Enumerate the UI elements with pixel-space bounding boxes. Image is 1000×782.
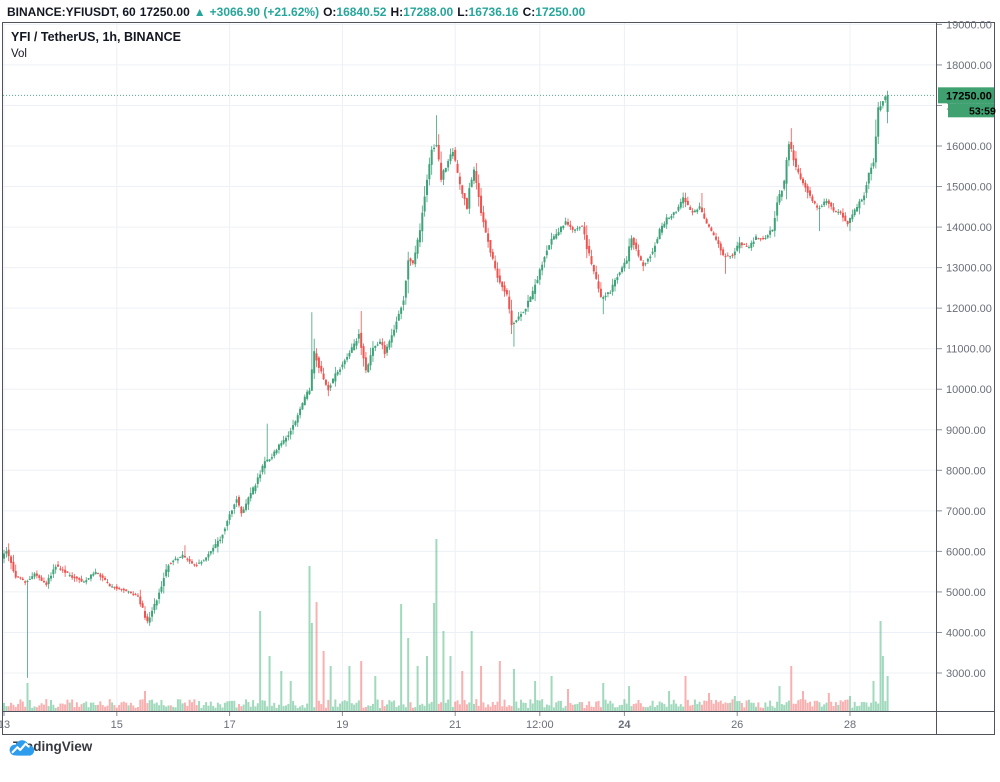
svg-text:53:59: 53:59 — [969, 105, 996, 117]
chart-legend: YFI / TetherUS, 1h, BINANCE Vol — [11, 30, 181, 62]
svg-text:3000.00: 3000.00 — [946, 668, 986, 680]
svg-text:19: 19 — [336, 719, 348, 731]
svg-text:7000.00: 7000.00 — [946, 506, 986, 518]
svg-text:12:00: 12:00 — [526, 719, 554, 731]
svg-text:14000.00: 14000.00 — [946, 222, 992, 234]
current-price-label: 17250.00 — [946, 90, 992, 102]
svg-text:12000.00: 12000.00 — [946, 303, 992, 315]
svg-text:6000.00: 6000.00 — [946, 546, 986, 558]
high-value: 17288.00 — [403, 5, 454, 19]
up-arrow-icon: ▲ — [193, 5, 206, 19]
svg-text:16000.00: 16000.00 — [946, 141, 992, 153]
svg-text:10000.00: 10000.00 — [946, 384, 992, 396]
open-value: 16840.52 — [336, 5, 387, 19]
symbol-name[interactable]: BINANCE:YFIUSDT, 60 — [7, 5, 136, 19]
svg-text:13000.00: 13000.00 — [946, 263, 992, 275]
svg-text:15: 15 — [111, 719, 123, 731]
svg-text:4000.00: 4000.00 — [946, 627, 986, 639]
svg-text:21: 21 — [449, 719, 461, 731]
svg-text:5000.00: 5000.00 — [946, 587, 986, 599]
high-label: H: — [390, 5, 404, 19]
svg-text:13: 13 — [0, 719, 10, 731]
svg-text:26: 26 — [731, 719, 743, 731]
svg-text:8000.00: 8000.00 — [946, 465, 986, 477]
svg-text:11000.00: 11000.00 — [946, 344, 991, 356]
close-label: C: — [522, 5, 536, 19]
tradingview-logo[interactable]: TradingView — [8, 739, 92, 756]
svg-text:28: 28 — [844, 719, 856, 731]
svg-text:19000.00: 19000.00 — [946, 19, 992, 31]
svg-text:17: 17 — [223, 719, 235, 731]
legend-volume-label[interactable]: Vol — [11, 48, 27, 60]
svg-text:24: 24 — [618, 719, 631, 731]
symbol-info-bar: BINANCE:YFIUSDT, 60 17250.00 ▲ +3066.90 … — [7, 4, 589, 20]
last-price: 17250.00 — [139, 5, 190, 19]
svg-text:18000.00: 18000.00 — [946, 60, 992, 72]
close-value: 17250.00 — [535, 5, 586, 19]
svg-text:9000.00: 9000.00 — [946, 425, 986, 437]
tradingview-cloud-icon — [9, 740, 35, 756]
low-label: L: — [457, 5, 469, 19]
low-value: 16736.16 — [468, 5, 519, 19]
open-label: O: — [323, 5, 337, 19]
price-change: +3066.90 (+21.62%) — [209, 5, 320, 19]
svg-text:15000.00: 15000.00 — [946, 182, 992, 194]
legend-symbol-title[interactable]: YFI / TetherUS, 1h, BINANCE — [11, 30, 181, 44]
